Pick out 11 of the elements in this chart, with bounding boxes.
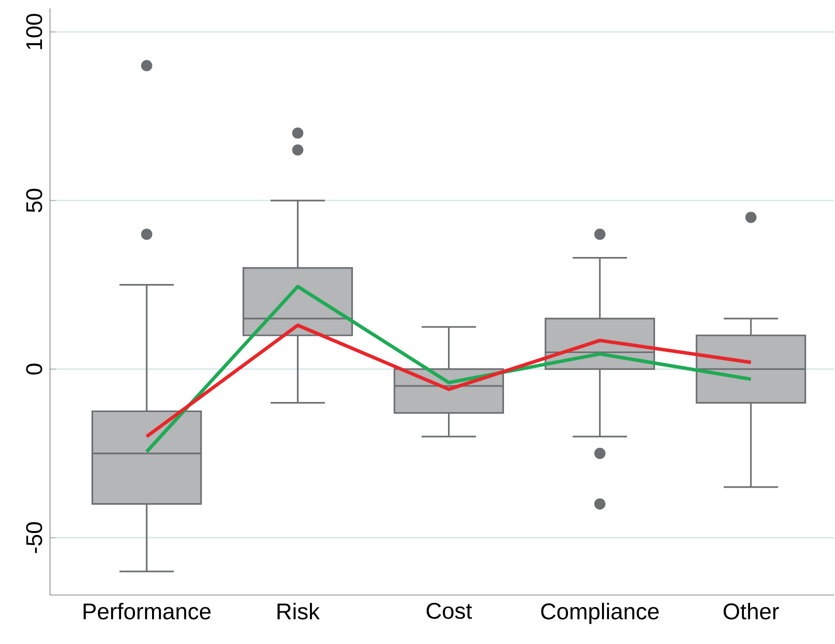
y-tick-label: 50 [26,188,42,212]
y-tick-label: 0 [26,364,42,375]
y-tick-label: -50 [26,522,42,554]
x-tick-label: Compliance [541,602,659,624]
y-tick-label: 100 [26,14,42,50]
line-series [144,284,753,454]
x-tick-label: Performance [84,602,211,620]
x-tick-label: Other [724,602,779,620]
x-tick-label: Cost [426,602,472,619]
x-tick-label: Risk [278,602,320,620]
line-series [144,324,753,438]
